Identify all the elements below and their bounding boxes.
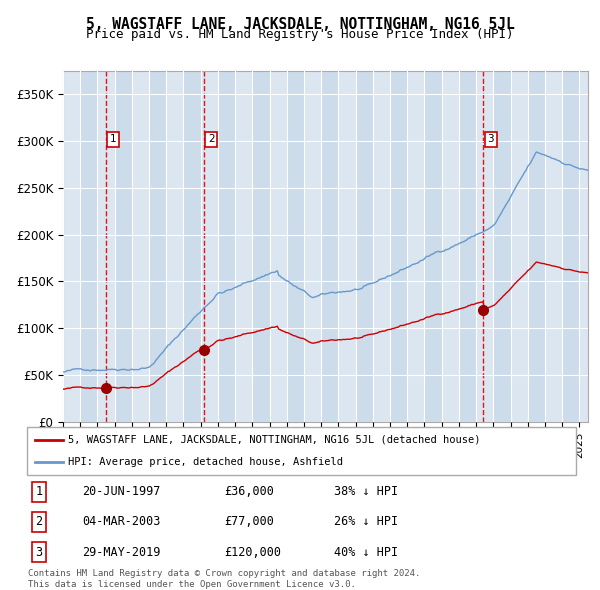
Text: Price paid vs. HM Land Registry's House Price Index (HPI): Price paid vs. HM Land Registry's House … bbox=[86, 28, 514, 41]
Text: 2: 2 bbox=[208, 135, 215, 144]
Text: 40% ↓ HPI: 40% ↓ HPI bbox=[334, 546, 398, 559]
Text: 1: 1 bbox=[110, 135, 116, 144]
Bar bbox=[390, 71, 407, 422]
Text: £77,000: £77,000 bbox=[224, 515, 275, 529]
Bar bbox=[562, 71, 580, 422]
Text: 5, WAGSTAFF LANE, JACKSDALE, NOTTINGHAM, NG16 5JL: 5, WAGSTAFF LANE, JACKSDALE, NOTTINGHAM,… bbox=[86, 17, 514, 31]
Bar bbox=[184, 71, 201, 422]
Text: 3: 3 bbox=[35, 546, 43, 559]
Text: 26% ↓ HPI: 26% ↓ HPI bbox=[334, 515, 398, 529]
FancyBboxPatch shape bbox=[27, 427, 576, 475]
Text: £36,000: £36,000 bbox=[224, 485, 275, 498]
Text: 38% ↓ HPI: 38% ↓ HPI bbox=[334, 485, 398, 498]
Bar bbox=[287, 71, 304, 422]
Text: 20-JUN-1997: 20-JUN-1997 bbox=[82, 485, 160, 498]
Text: 2: 2 bbox=[35, 515, 43, 529]
Text: 5, WAGSTAFF LANE, JACKSDALE, NOTTINGHAM, NG16 5JL (detached house): 5, WAGSTAFF LANE, JACKSDALE, NOTTINGHAM,… bbox=[68, 435, 481, 445]
Text: HPI: Average price, detached house, Ashfield: HPI: Average price, detached house, Ashf… bbox=[68, 457, 343, 467]
Text: Contains HM Land Registry data © Crown copyright and database right 2024.
This d: Contains HM Land Registry data © Crown c… bbox=[28, 569, 421, 589]
Bar bbox=[356, 71, 373, 422]
Text: 04-MAR-2003: 04-MAR-2003 bbox=[82, 515, 160, 529]
Bar bbox=[149, 71, 166, 422]
Text: 29-MAY-2019: 29-MAY-2019 bbox=[82, 546, 160, 559]
Text: 3: 3 bbox=[487, 135, 494, 144]
Bar bbox=[253, 71, 269, 422]
Bar bbox=[459, 71, 476, 422]
Bar bbox=[218, 71, 235, 422]
Bar bbox=[115, 71, 132, 422]
Text: 1: 1 bbox=[35, 485, 43, 498]
Bar bbox=[424, 71, 442, 422]
Bar bbox=[321, 71, 338, 422]
Bar bbox=[528, 71, 545, 422]
Bar bbox=[493, 71, 511, 422]
Bar bbox=[80, 71, 97, 422]
Text: £120,000: £120,000 bbox=[224, 546, 281, 559]
